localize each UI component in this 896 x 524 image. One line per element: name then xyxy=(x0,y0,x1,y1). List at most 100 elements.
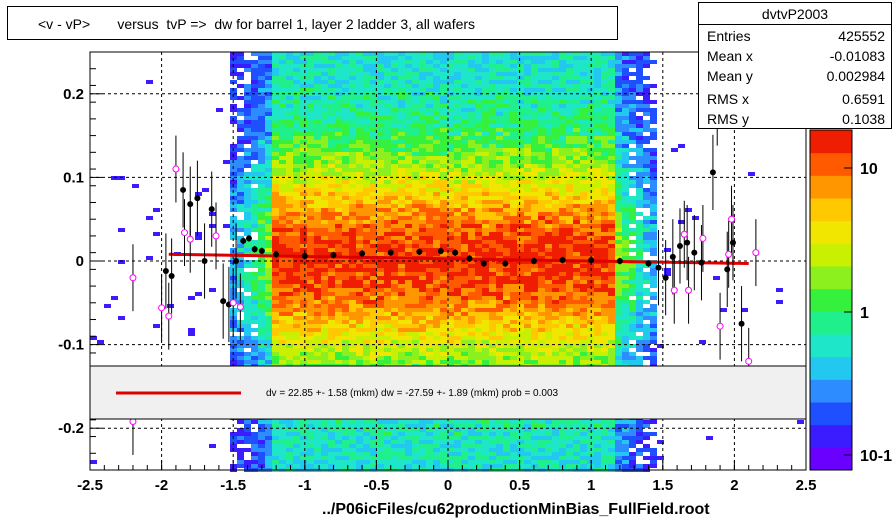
heatmap-cell xyxy=(398,268,405,272)
heatmap-cell xyxy=(447,180,454,184)
heatmap-cell xyxy=(363,104,370,108)
heatmap-cell xyxy=(335,116,342,120)
heatmap-cell xyxy=(531,240,538,244)
heatmap-cell xyxy=(510,116,517,120)
heatmap-cell xyxy=(251,444,258,448)
heatmap-cell xyxy=(398,60,405,64)
heatmap-cell xyxy=(293,436,300,440)
heatmap-cell xyxy=(251,336,258,340)
heatmap-cell xyxy=(405,220,412,224)
heatmap-cell xyxy=(405,88,412,92)
heatmap-cell xyxy=(237,64,244,68)
heatmap-cell xyxy=(258,352,265,356)
heatmap-cell xyxy=(559,344,566,348)
heatmap-cell xyxy=(286,200,293,204)
heatmap-cell xyxy=(335,344,342,348)
heatmap-cell xyxy=(328,192,335,196)
heatmap-cell xyxy=(349,260,356,264)
heatmap-cell xyxy=(503,88,510,92)
heatmap-cell xyxy=(545,200,552,204)
heatmap-cell xyxy=(251,76,258,80)
heatmap-cell xyxy=(405,228,412,232)
heatmap-cell xyxy=(328,164,335,168)
heatmap-cell xyxy=(433,420,440,424)
heatmap-cell xyxy=(489,356,496,360)
heatmap-cell xyxy=(475,456,482,460)
heatmap-cell xyxy=(251,144,258,148)
heatmap-cell xyxy=(342,248,349,252)
heatmap-cell xyxy=(552,244,559,248)
heatmap-cell xyxy=(286,220,293,224)
heatmap-cell xyxy=(342,236,349,240)
heatmap-cell xyxy=(335,208,342,212)
heatmap-cell xyxy=(286,312,293,316)
heatmap-cell xyxy=(342,76,349,80)
heatmap-cell xyxy=(531,148,538,152)
heatmap-cell xyxy=(517,88,524,92)
heatmap-cell xyxy=(272,176,279,180)
heatmap-cell xyxy=(405,436,412,440)
heatmap-cell xyxy=(321,296,328,300)
heatmap-cell xyxy=(363,180,370,184)
heatmap-cell xyxy=(370,84,377,88)
heatmap-cell xyxy=(510,208,517,212)
heatmap-cell xyxy=(489,156,496,160)
heatmap-cell xyxy=(258,204,265,208)
heatmap-cell xyxy=(482,276,489,280)
heatmap-cell xyxy=(496,240,503,244)
heatmap-cell xyxy=(545,360,552,364)
heatmap-cell xyxy=(237,436,244,440)
heatmap-cell xyxy=(524,272,531,276)
heatmap-cell xyxy=(545,76,552,80)
heatmap-cell xyxy=(538,140,545,144)
heatmap-cell xyxy=(405,248,412,252)
heatmap-cell xyxy=(272,308,279,312)
heatmap-cell xyxy=(342,120,349,124)
heatmap-cell xyxy=(342,308,349,312)
heatmap-cell xyxy=(349,452,356,456)
heatmap-cell xyxy=(300,284,307,288)
heatmap-cell xyxy=(293,344,300,348)
heatmap-cell xyxy=(321,84,328,88)
heatmap-cell xyxy=(300,240,307,244)
heatmap-cell xyxy=(265,132,272,136)
heatmap-cell xyxy=(321,108,328,112)
heatmap-cell xyxy=(517,272,524,276)
heatmap-cell xyxy=(314,264,321,268)
heatmap-cell xyxy=(405,316,412,320)
heatmap-cell xyxy=(258,164,265,168)
heatmap-cell xyxy=(300,160,307,164)
heatmap-cell xyxy=(391,132,398,136)
heatmap-cell xyxy=(272,272,279,276)
heatmap-cell xyxy=(230,444,237,448)
heatmap-cell xyxy=(349,328,356,332)
heatmap-cell xyxy=(90,336,97,340)
heatmap-cell xyxy=(419,336,426,340)
heatmap-cell xyxy=(265,432,272,436)
heatmap-cell xyxy=(265,184,272,188)
heatmap-cell xyxy=(559,224,566,228)
heatmap-cell xyxy=(517,260,524,264)
heatmap-cell xyxy=(279,452,286,456)
heatmap-cell xyxy=(559,64,566,68)
heatmap-cell xyxy=(559,132,566,136)
heatmap-cell xyxy=(538,192,545,196)
heatmap-cell xyxy=(272,440,279,444)
heatmap-cell xyxy=(286,308,293,312)
heatmap-cell xyxy=(552,276,559,280)
heatmap-cell xyxy=(258,148,265,152)
heatmap-cell xyxy=(503,352,510,356)
heatmap-cell xyxy=(412,440,419,444)
heatmap-cell xyxy=(419,176,426,180)
heatmap-cell xyxy=(314,80,321,84)
heatmap-cell xyxy=(335,88,342,92)
heatmap-cell xyxy=(335,248,342,252)
heatmap-cell xyxy=(356,444,363,448)
heatmap-cell xyxy=(447,268,454,272)
heatmap-cell xyxy=(335,180,342,184)
heatmap-cell xyxy=(510,440,517,444)
heatmap-cell xyxy=(545,456,552,460)
heatmap-cell xyxy=(538,124,545,128)
heatmap-cell xyxy=(412,316,419,320)
heatmap-cell xyxy=(433,324,440,328)
